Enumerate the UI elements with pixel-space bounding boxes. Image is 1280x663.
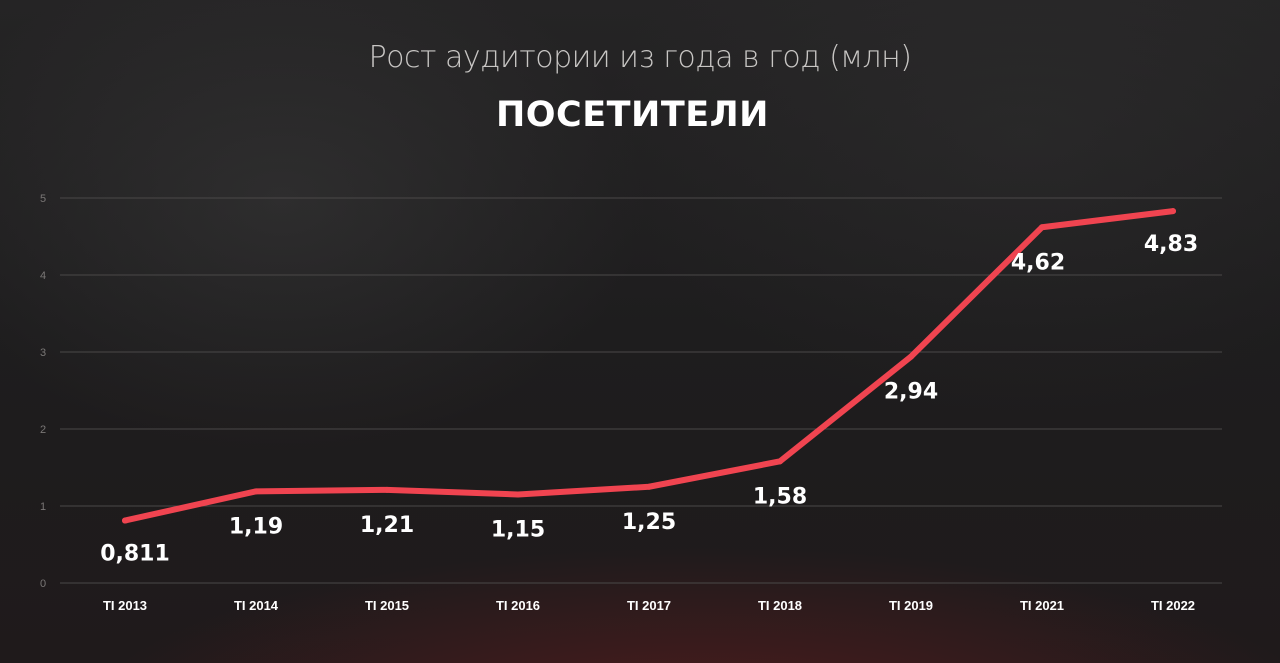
data-point bbox=[1039, 224, 1045, 231]
x-tick-label: TI 2019 bbox=[889, 598, 933, 613]
chart-subtitle: Рост аудитории из года в год (млн) bbox=[368, 40, 912, 75]
x-tick-label: TI 2018 bbox=[758, 598, 802, 613]
data-point bbox=[777, 458, 783, 465]
data-point bbox=[515, 491, 521, 498]
x-tick-label: TI 2015 bbox=[365, 598, 409, 613]
y-tick-label: 2 bbox=[40, 424, 46, 436]
data-label: 2,94 bbox=[884, 380, 938, 405]
x-tick-label: TI 2021 bbox=[1020, 598, 1064, 613]
x-tick-label: TI 2016 bbox=[496, 598, 540, 613]
series-layer bbox=[122, 208, 1176, 524]
data-label: 0,811 bbox=[100, 542, 170, 567]
y-tick-label: 0 bbox=[40, 578, 46, 590]
data-point bbox=[384, 486, 390, 493]
x-tick-label: TI 2013 bbox=[103, 598, 147, 613]
data-point bbox=[1170, 208, 1176, 215]
data-point bbox=[122, 517, 128, 524]
y-tick-label: 3 bbox=[40, 347, 46, 359]
x-axis-ticks: TI 2013 TI 2014 TI 2015 TI 2016 TI 2017 TI 20… bbox=[103, 598, 1195, 613]
data-label: 1,58 bbox=[753, 484, 807, 509]
x-tick-label: TI 2017 bbox=[627, 598, 671, 613]
data-label: 4,83 bbox=[1144, 232, 1198, 257]
chart-title: ПОСЕТИТЕЛИ bbox=[496, 95, 769, 135]
data-point bbox=[253, 488, 259, 495]
y-tick-label: 4 bbox=[40, 270, 46, 282]
y-tick-label: 1 bbox=[40, 501, 46, 513]
data-label: 1,15 bbox=[491, 517, 545, 542]
data-label: 1,19 bbox=[229, 514, 283, 539]
x-tick-label: TI 2014 bbox=[234, 598, 279, 613]
data-point bbox=[646, 483, 652, 490]
data-label: 4,62 bbox=[1011, 250, 1065, 275]
data-label: 1,25 bbox=[622, 510, 676, 535]
x-tick-label: TI 2022 bbox=[1151, 598, 1195, 613]
y-axis-ticks: 0 1 2 3 4 5 bbox=[40, 193, 46, 590]
data-labels: 0,811 1,19 1,21 1,15 1,25 1,58 2,94 4,62 4,83 bbox=[100, 232, 1198, 566]
grid-layer bbox=[60, 197, 1222, 584]
data-point bbox=[908, 353, 914, 360]
data-label: 1,21 bbox=[360, 513, 414, 538]
y-tick-label: 5 bbox=[40, 193, 46, 205]
